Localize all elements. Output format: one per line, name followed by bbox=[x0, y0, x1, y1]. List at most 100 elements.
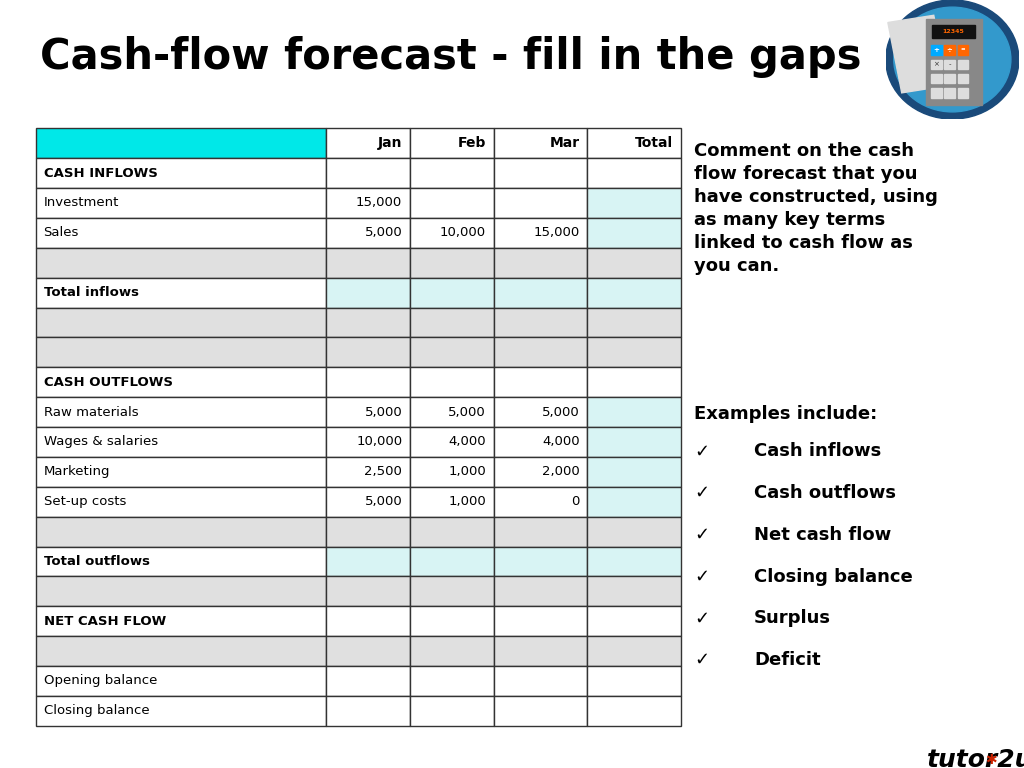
Bar bbox=[36, 666, 326, 696]
Bar bbox=[36, 337, 326, 367]
Bar bbox=[588, 666, 681, 696]
Text: ✓: ✓ bbox=[694, 526, 710, 544]
Bar bbox=[926, 19, 982, 104]
Bar bbox=[944, 88, 955, 98]
Text: ✓: ✓ bbox=[694, 568, 710, 586]
Text: 15,000: 15,000 bbox=[534, 227, 580, 240]
Text: 5,000: 5,000 bbox=[365, 495, 402, 508]
Text: Jan: Jan bbox=[378, 136, 402, 151]
Text: 4,000: 4,000 bbox=[449, 435, 486, 449]
Bar bbox=[588, 696, 681, 726]
Bar bbox=[588, 547, 681, 577]
Bar bbox=[588, 248, 681, 278]
Bar bbox=[36, 606, 326, 636]
Text: 12345: 12345 bbox=[943, 29, 965, 34]
Bar bbox=[588, 457, 681, 487]
Bar bbox=[36, 158, 326, 188]
Text: tutor2u: tutor2u bbox=[927, 748, 1024, 768]
Text: Total: Total bbox=[635, 136, 673, 151]
Bar bbox=[36, 696, 326, 726]
Bar bbox=[957, 60, 969, 69]
Bar bbox=[588, 367, 681, 397]
Bar bbox=[326, 397, 410, 427]
Bar bbox=[326, 427, 410, 457]
Bar bbox=[410, 577, 494, 606]
Text: 10,000: 10,000 bbox=[440, 227, 486, 240]
Bar bbox=[36, 188, 326, 218]
Bar bbox=[494, 487, 588, 517]
Text: 1,000: 1,000 bbox=[449, 495, 486, 508]
Bar bbox=[588, 158, 681, 188]
Bar bbox=[36, 278, 326, 307]
Bar bbox=[326, 636, 410, 666]
Bar bbox=[410, 218, 494, 248]
Bar bbox=[410, 397, 494, 427]
Bar bbox=[494, 128, 588, 158]
Text: Comment on the cash
flow forecast that you
have constructed, using
as many key t: Comment on the cash flow forecast that y… bbox=[694, 142, 938, 274]
Bar bbox=[944, 60, 955, 69]
Text: ✱: ✱ bbox=[985, 753, 996, 767]
Text: Feb: Feb bbox=[458, 136, 486, 151]
Bar bbox=[588, 397, 681, 427]
Bar bbox=[410, 307, 494, 337]
Text: =: = bbox=[961, 47, 966, 52]
Bar bbox=[494, 278, 588, 307]
Bar bbox=[326, 158, 410, 188]
Bar bbox=[494, 696, 588, 726]
Text: Marketing: Marketing bbox=[44, 465, 111, 478]
Text: 5,000: 5,000 bbox=[449, 406, 486, 419]
Bar bbox=[410, 188, 494, 218]
Text: 2,500: 2,500 bbox=[365, 465, 402, 478]
Bar bbox=[494, 577, 588, 606]
Text: ×: × bbox=[934, 61, 939, 68]
Bar bbox=[410, 128, 494, 158]
Bar bbox=[588, 188, 681, 218]
Text: Surplus: Surplus bbox=[754, 610, 831, 627]
Text: 5,000: 5,000 bbox=[542, 406, 580, 419]
Bar bbox=[494, 397, 588, 427]
Bar bbox=[494, 248, 588, 278]
Bar bbox=[410, 367, 494, 397]
Text: 10,000: 10,000 bbox=[356, 435, 402, 449]
Bar bbox=[326, 367, 410, 397]
Text: ✓: ✓ bbox=[694, 484, 710, 502]
Bar bbox=[410, 487, 494, 517]
Text: Set-up costs: Set-up costs bbox=[44, 495, 126, 508]
Bar bbox=[957, 45, 969, 55]
Text: ✓: ✓ bbox=[694, 651, 710, 669]
Text: Net cash flow: Net cash flow bbox=[754, 526, 892, 544]
Bar bbox=[588, 427, 681, 457]
Bar bbox=[494, 218, 588, 248]
Text: NET CASH FLOW: NET CASH FLOW bbox=[44, 614, 166, 627]
Bar bbox=[931, 45, 942, 55]
Bar bbox=[326, 337, 410, 367]
Bar bbox=[36, 367, 326, 397]
Bar bbox=[494, 158, 588, 188]
Text: Mar: Mar bbox=[550, 136, 580, 151]
Bar bbox=[326, 577, 410, 606]
Text: CASH OUTFLOWS: CASH OUTFLOWS bbox=[44, 376, 173, 389]
Bar bbox=[410, 636, 494, 666]
Bar bbox=[588, 517, 681, 547]
Bar bbox=[931, 60, 942, 69]
Text: Examples include:: Examples include: bbox=[694, 406, 878, 423]
Bar bbox=[494, 547, 588, 577]
Text: Closing balance: Closing balance bbox=[44, 704, 150, 717]
Bar bbox=[326, 278, 410, 307]
Bar bbox=[36, 577, 326, 606]
Bar bbox=[588, 606, 681, 636]
Text: Wages & salaries: Wages & salaries bbox=[44, 435, 158, 449]
Bar bbox=[410, 606, 494, 636]
Bar bbox=[588, 487, 681, 517]
Bar bbox=[326, 128, 410, 158]
Bar bbox=[494, 367, 588, 397]
Bar bbox=[36, 487, 326, 517]
Bar bbox=[410, 547, 494, 577]
Bar bbox=[494, 666, 588, 696]
Text: 15,000: 15,000 bbox=[356, 197, 402, 210]
Bar bbox=[36, 517, 326, 547]
Bar bbox=[36, 248, 326, 278]
Bar bbox=[36, 636, 326, 666]
Text: Raw materials: Raw materials bbox=[44, 406, 138, 419]
Bar bbox=[494, 307, 588, 337]
